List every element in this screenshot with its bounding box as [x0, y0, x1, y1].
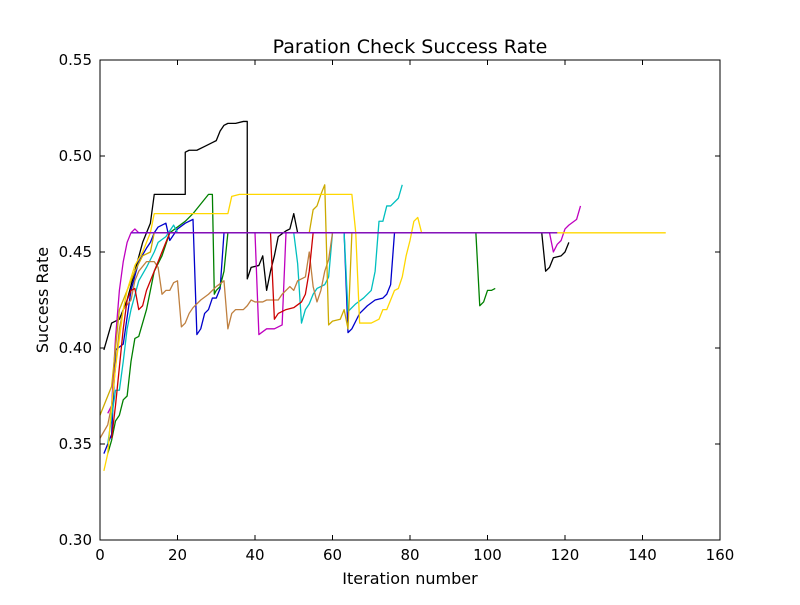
- x-tick-label: 160: [706, 546, 735, 564]
- series-line-7: [110, 232, 333, 439]
- y-tick-label: 0.35: [59, 435, 92, 453]
- y-axis-label: Success Rate: [33, 247, 52, 353]
- series-line-5: [107, 205, 582, 414]
- x-tick-label: 100: [473, 546, 502, 564]
- plot-frame: [99, 59, 721, 541]
- y-tick-label: 0.30: [59, 531, 92, 549]
- series-line-4: [107, 184, 403, 445]
- series-line-6: [99, 232, 372, 439]
- x-tick-label: 60: [323, 546, 342, 564]
- y-tick-label: 0.40: [59, 339, 92, 357]
- ticks-layer: 0 20 40 60 80 100 120 140 160 0.30 0.35 0.40 0.45 0.5…: [59, 51, 735, 564]
- x-axis-label: Iteration number: [342, 569, 478, 588]
- series-layer: [99, 120, 666, 472]
- x-tick-label: 40: [245, 546, 264, 564]
- y-tick-label: 0.45: [59, 243, 92, 261]
- x-tick-label: 140: [628, 546, 657, 564]
- x-tick-label: 20: [168, 546, 187, 564]
- y-tick-label: 0.55: [59, 51, 92, 69]
- series-line-9: [103, 193, 666, 472]
- series-line-8: [99, 184, 410, 416]
- x-tick-label: 80: [400, 546, 419, 564]
- y-tick-label: 0.50: [59, 147, 92, 165]
- chart-title: Paration Check Success Rate: [273, 36, 548, 58]
- x-tick-label: 0: [95, 546, 105, 564]
- series-line-2: [103, 218, 410, 454]
- x-tick-label: 120: [551, 546, 580, 564]
